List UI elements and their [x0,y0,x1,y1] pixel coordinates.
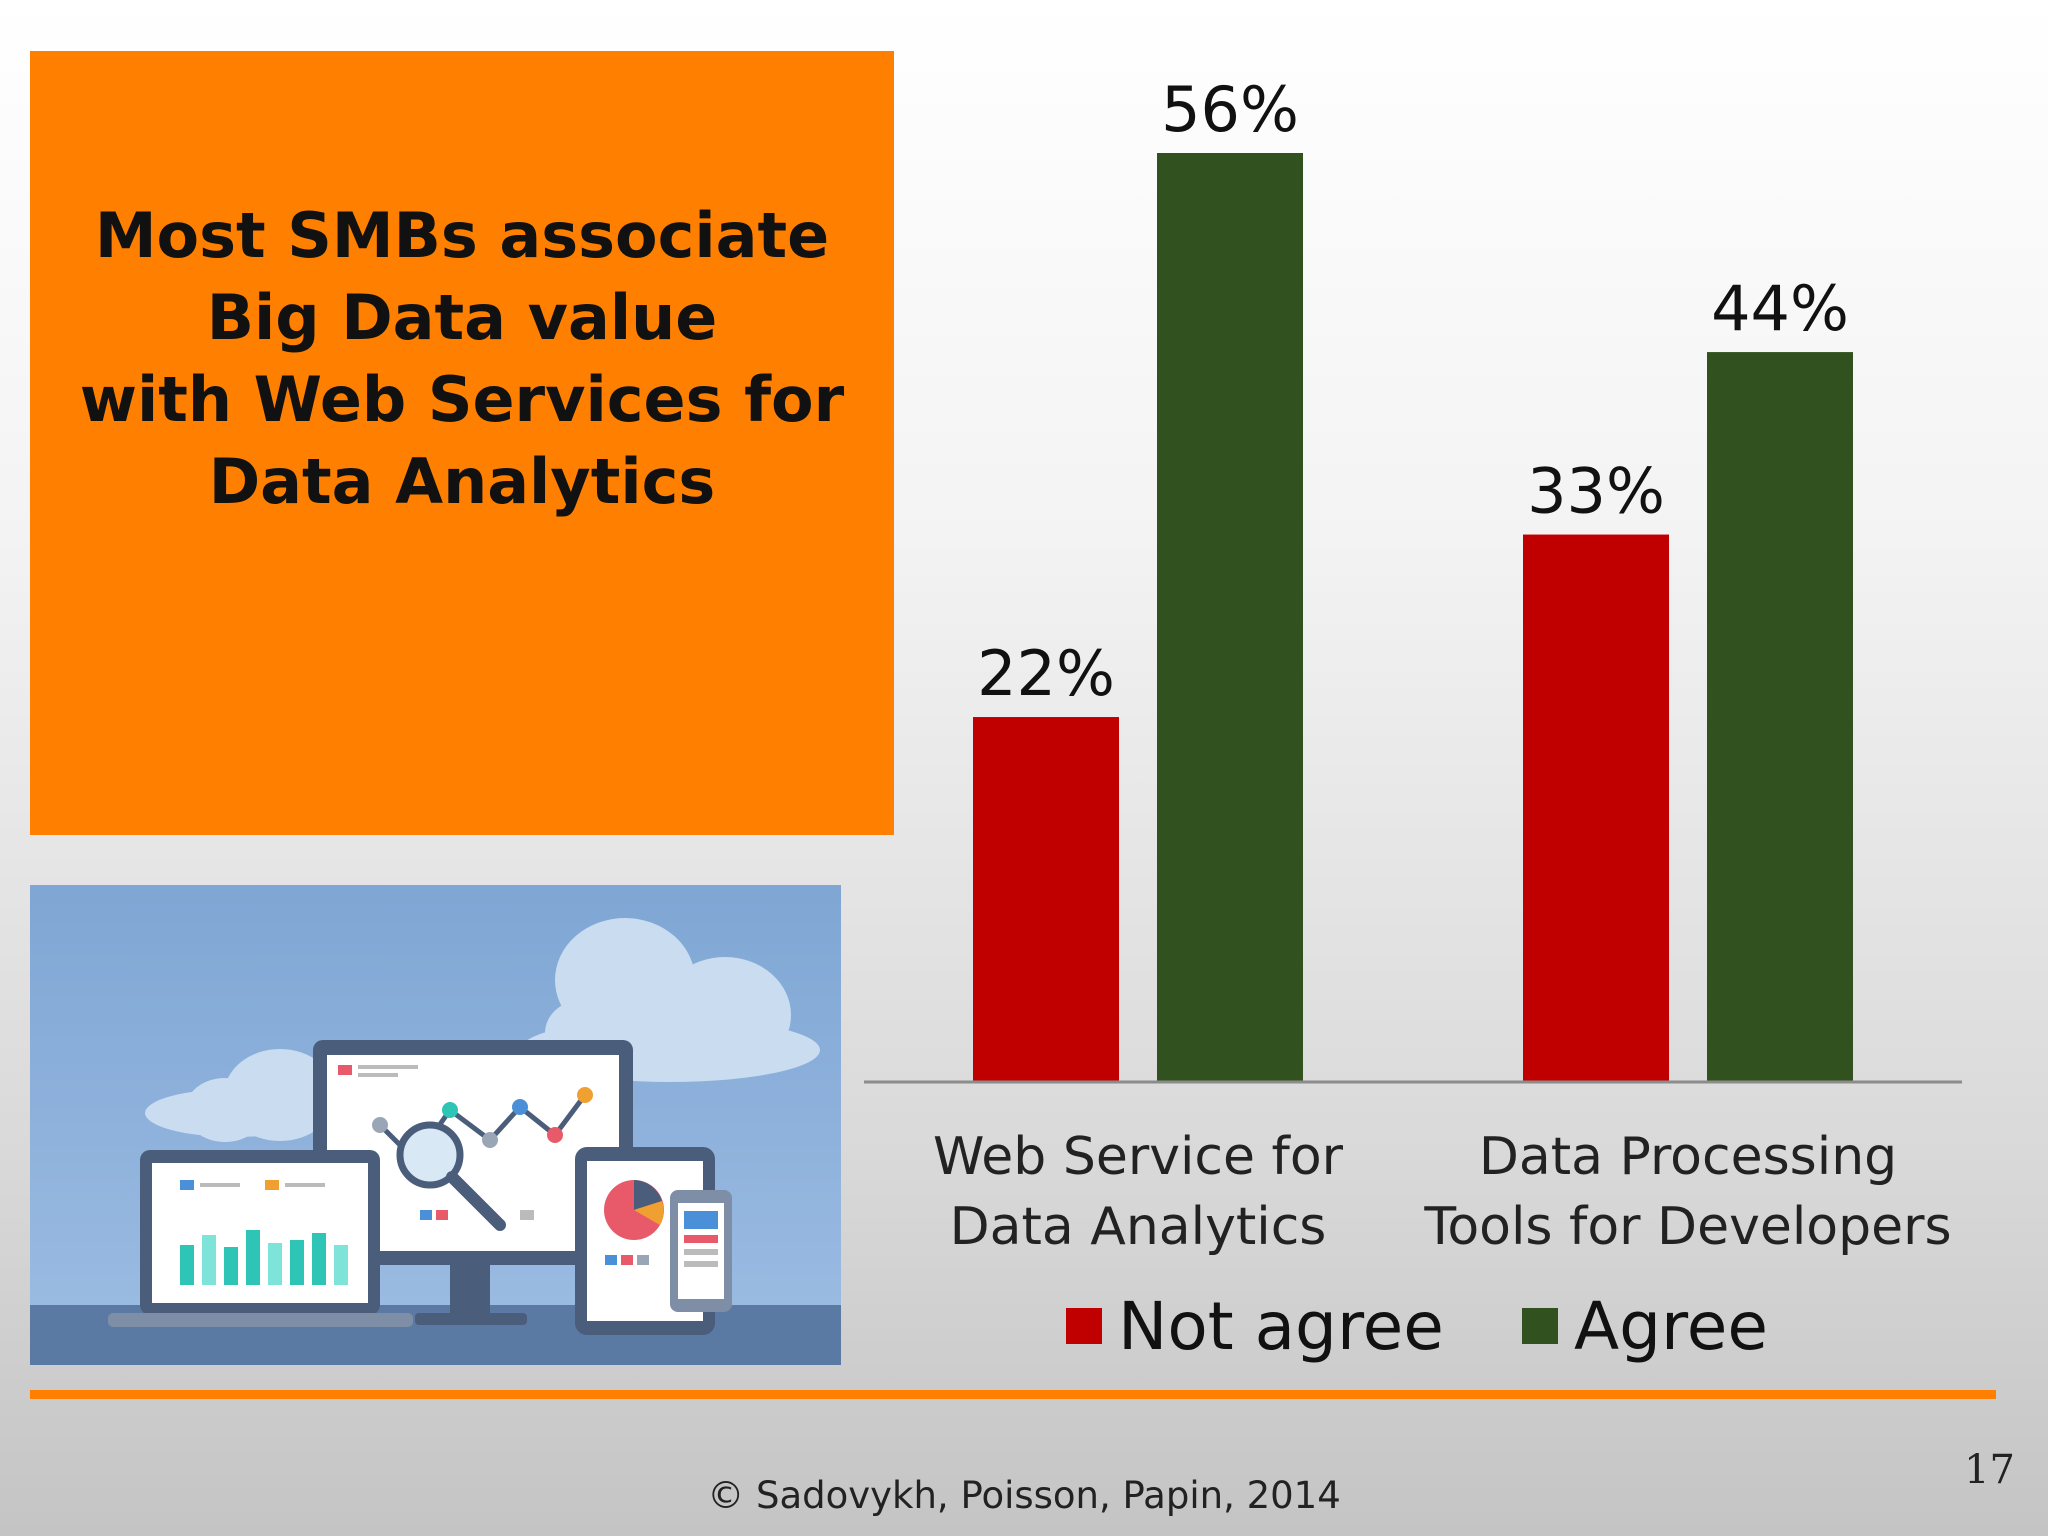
legend-label: Not agree [1118,1288,1444,1365]
headline-line: Data Analytics [208,445,716,518]
data-label: 22% [977,637,1115,710]
category-label: Tools for Developers [1423,1197,1951,1257]
devices-analytics-illustration [30,885,841,1365]
headline-text: Most SMBs associate Big Data value with … [52,195,872,523]
cloud-icon [145,1049,336,1142]
slide-number: 17 [1964,1447,2015,1493]
headline-line: with Web Services for [79,363,845,436]
laptop-icon [108,1150,413,1327]
data-label: 33% [1527,455,1665,528]
headline-panel: Most SMBs associate Big Data value with … [30,51,894,835]
category-label: Data Processing [1479,1127,1897,1187]
copyright-text: © Sadovykh, Poisson, Papin, 2014 [707,1474,1341,1517]
category-label: Data Analytics [950,1197,1327,1257]
category-label: Web Service for [933,1127,1344,1187]
bar-agree [1157,153,1303,1082]
bar-not-agree [973,717,1119,1082]
legend-label: Agree [1574,1288,1768,1365]
data-label: 56% [1161,73,1299,146]
headline-line: Most SMBs associate [94,199,830,272]
legend-swatch [1066,1308,1102,1344]
accent-divider [30,1390,1996,1399]
bar-not-agree [1523,534,1669,1082]
bar-agree [1707,352,1853,1083]
legend-swatch [1522,1308,1558,1344]
data-label: 44% [1711,272,1849,345]
headline-line: Big Data value [206,281,718,354]
phone-icon [670,1190,732,1312]
